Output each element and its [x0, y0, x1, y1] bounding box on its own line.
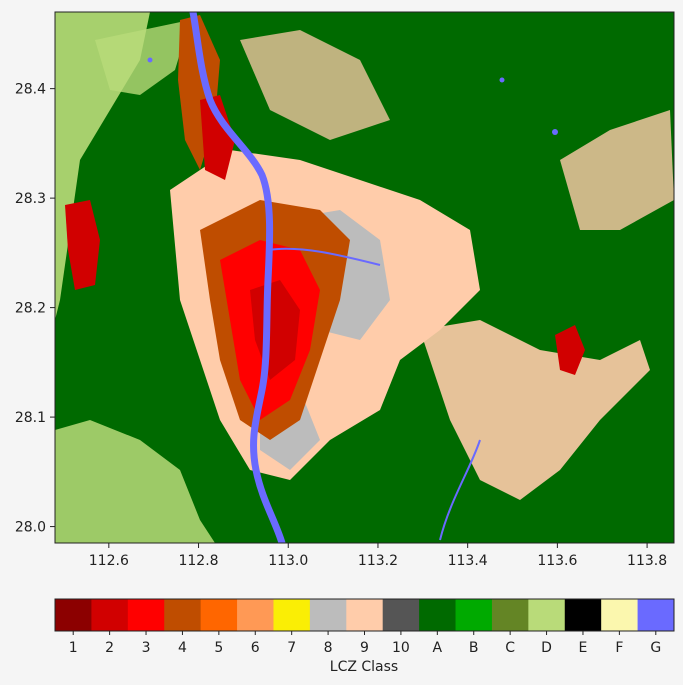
- x-tick-label: 113.4: [448, 553, 488, 569]
- y-tick-label: 28.2: [15, 301, 46, 317]
- x-tick-label: 113.8: [627, 553, 667, 569]
- sparse-built-northeast: [560, 110, 674, 230]
- colorbar-tick-label: 5: [214, 640, 223, 656]
- colorbar-swatch: [91, 599, 129, 631]
- water-pond: [499, 77, 505, 83]
- y-tick-label: 28.0: [15, 520, 46, 536]
- colorbar-swatch: [601, 599, 639, 631]
- tributary: [439, 439, 481, 541]
- colorbar: 1 2 3 4 5 6 7 8 9 10 A B C D E F G: [54, 598, 675, 656]
- colorbar-swatch: [455, 599, 493, 631]
- urban-east-red: [555, 325, 585, 375]
- colorbar-tick-label: 3: [142, 640, 151, 656]
- colorbar-swatch: [382, 599, 420, 631]
- sparse-built-east-corridor: [420, 320, 650, 500]
- colorbar-swatch: [564, 599, 602, 631]
- y-tick-label: 28.4: [15, 82, 46, 98]
- colorbar-tick-label: 9: [360, 640, 369, 656]
- colorbar-swatch: [346, 599, 384, 631]
- colorbar-tick-label: E: [579, 640, 588, 656]
- colorbar-swatch: [237, 599, 274, 631]
- x-tick-label: 113.6: [537, 553, 577, 569]
- map-panel: [55, 12, 674, 543]
- colorbar-tick-label: 4: [178, 640, 187, 656]
- map-frame: [54, 11, 675, 544]
- x-axis: 112.6 112.8 113.0 113.2 113.4 113.6 113.8: [89, 543, 667, 569]
- colorbar-label: LCZ Class: [330, 659, 398, 675]
- low-plants-area-north: [95, 20, 190, 95]
- colorbar-swatch: [419, 599, 457, 631]
- colorbar-tick-label: 2: [105, 640, 114, 656]
- colorbar-tick-label: 6: [251, 640, 260, 656]
- water-pond: [552, 129, 558, 135]
- colorbar-tick-label: G: [650, 640, 661, 656]
- colorbar-tick-label: B: [469, 640, 479, 656]
- colorbar-swatch: [273, 599, 311, 631]
- colorbar-swatch: [200, 599, 238, 631]
- river: [189, 12, 286, 543]
- tributary: [267, 247, 381, 266]
- colorbar-swatch: [309, 599, 347, 631]
- colorbar-swatch: [637, 599, 675, 631]
- low-plants-area-west: [55, 12, 150, 320]
- water-pond: [147, 57, 153, 63]
- x-tick-label: 113.0: [268, 553, 308, 569]
- y-axis: 28.4 28.3 28.2 28.1 28.0: [15, 82, 55, 536]
- x-tick-label: 112.6: [89, 553, 129, 569]
- sparse-built-north: [240, 30, 390, 140]
- y-tick-label: 28.1: [15, 410, 46, 426]
- colorbar-swatch: [127, 599, 165, 631]
- urban-north-red: [200, 95, 235, 180]
- colorbar-tick-label: 7: [287, 640, 296, 656]
- colorbar-tick-label: D: [541, 640, 552, 656]
- colorbar-tick-label: 8: [324, 640, 333, 656]
- colorbar-frame: [54, 598, 675, 632]
- colorbar-swatch: [164, 599, 202, 631]
- x-tick-label: 113.2: [358, 553, 398, 569]
- colorbar-tick-label: F: [615, 640, 623, 656]
- colorbar-swatch: [528, 599, 566, 631]
- colorbar-tick-label: 1: [69, 640, 78, 656]
- y-tick-label: 28.3: [15, 191, 46, 207]
- colorbar-swatch: [55, 599, 92, 631]
- colorbar-tick-label: C: [505, 640, 515, 656]
- colorbar-tick-label: A: [433, 640, 443, 656]
- x-tick-label: 112.8: [178, 553, 218, 569]
- colorbar-swatch: [491, 599, 529, 631]
- low-plants-area-southwest: [55, 420, 215, 543]
- urban-west-red: [65, 200, 100, 290]
- colorbar-tick-label: 10: [392, 640, 410, 656]
